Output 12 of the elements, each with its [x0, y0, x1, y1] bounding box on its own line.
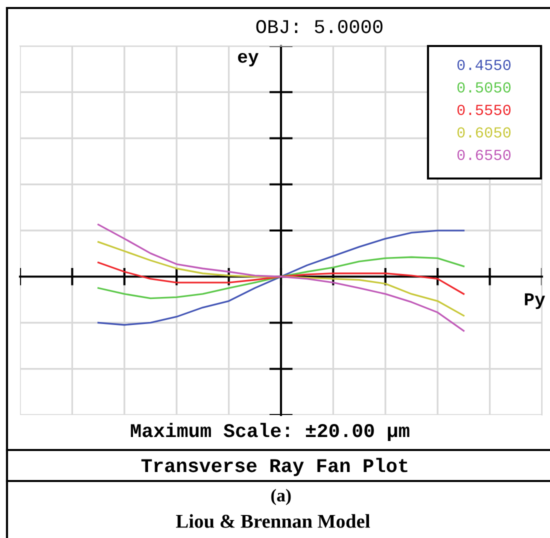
text: (a)	[271, 488, 291, 506]
x-axis-title: Py	[524, 293, 546, 310]
text: 0.4550	[457, 60, 511, 70]
text: Maximum Scale: ±20.00 µm	[130, 422, 410, 441]
text: 0.5550	[457, 104, 511, 116]
text: ey	[238, 52, 258, 66]
text: 0.6550	[457, 150, 511, 160]
text: Liou & Brennan Model	[176, 514, 370, 528]
text: 0.5050	[457, 82, 511, 93]
chart-title: OBJ: 5.0000	[256, 20, 382, 34]
text: Transverse Ray Fan Plot	[141, 458, 408, 476]
text: 0.6050	[457, 127, 511, 138]
